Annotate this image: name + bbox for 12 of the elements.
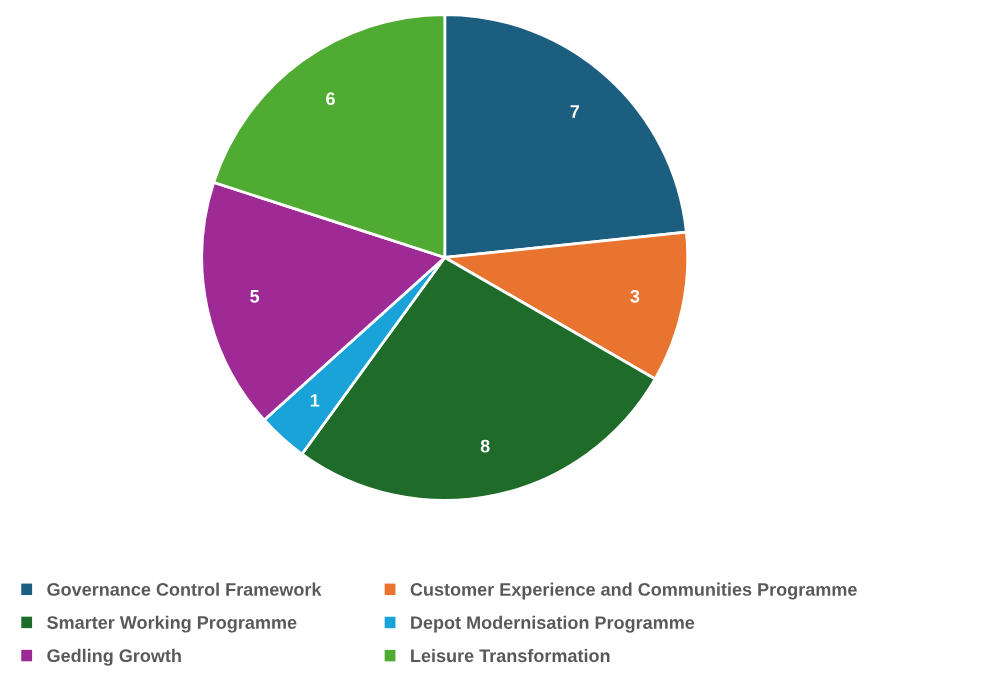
- legend-label: Governance Control Framework: [47, 582, 322, 596]
- legend-label: Gedling Growth: [47, 648, 181, 666]
- legend-label: Depot Modernisation Programme: [411, 615, 695, 633]
- legend-label: Leisure Transformation: [411, 648, 610, 663]
- legend-label: Customer Experience and Communities Programme: [410, 582, 857, 600]
- data-label: 5: [250, 290, 260, 303]
- data-label: 6: [326, 92, 335, 106]
- data-label: 7: [570, 105, 580, 118]
- data-label: 8: [480, 439, 490, 453]
- legend-label: Smarter Working Programme: [47, 615, 297, 633]
- data-label: 3: [630, 289, 640, 303]
- data-label: 1: [310, 394, 320, 407]
